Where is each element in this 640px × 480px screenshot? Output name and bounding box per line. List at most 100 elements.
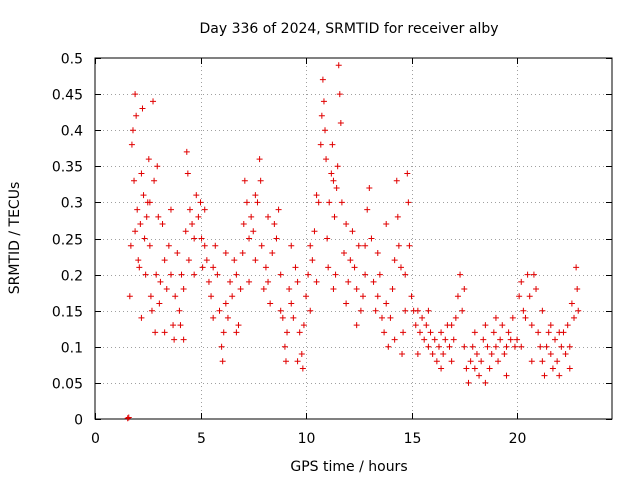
- data-point: [518, 278, 525, 285]
- data-point: [133, 112, 140, 119]
- data-point: [229, 293, 236, 300]
- data-point: [176, 307, 183, 314]
- data-point: [157, 278, 164, 285]
- data-point: [262, 264, 269, 271]
- data-point: [524, 271, 531, 278]
- plot-frame: [94, 57, 613, 420]
- data-point: [227, 278, 234, 285]
- data-point: [526, 293, 533, 300]
- data-point: [539, 307, 546, 314]
- data-point: [448, 322, 455, 329]
- data-point: [399, 351, 406, 358]
- data-point: [490, 329, 497, 336]
- data-point: [351, 264, 358, 271]
- data-point: [269, 249, 276, 256]
- data-point: [391, 257, 398, 264]
- data-point: [541, 372, 548, 379]
- data-point: [143, 213, 150, 220]
- data-point: [469, 343, 476, 350]
- data-point: [317, 141, 324, 148]
- data-point: [292, 264, 299, 271]
- data-point: [335, 62, 342, 69]
- data-point: [366, 184, 373, 191]
- data-point: [383, 300, 390, 307]
- data-point: [150, 98, 157, 105]
- y-tick-label: 0.05: [52, 377, 83, 393]
- data-point: [257, 177, 264, 184]
- data-point: [574, 286, 581, 293]
- data-point: [296, 329, 303, 336]
- data-point: [478, 358, 485, 365]
- data-point: [311, 228, 318, 235]
- y-tick-label: 0.45: [52, 88, 83, 104]
- data-point: [452, 314, 459, 321]
- data-point: [438, 329, 445, 336]
- data-point: [338, 199, 345, 206]
- data-point: [416, 329, 423, 336]
- data-point: [325, 264, 332, 271]
- data-point: [125, 414, 132, 421]
- data-point: [124, 415, 131, 422]
- data-point: [473, 351, 480, 358]
- data-point: [172, 293, 179, 300]
- data-point: [552, 336, 559, 343]
- data-point: [465, 379, 472, 386]
- y-tick-label: 0.25: [52, 233, 83, 249]
- data-point: [219, 358, 226, 365]
- data-point: [222, 300, 229, 307]
- data-point: [442, 336, 449, 343]
- data-point: [193, 192, 200, 199]
- data-point: [279, 314, 286, 321]
- data-point: [394, 213, 401, 220]
- data-point: [197, 199, 204, 206]
- data-point: [198, 235, 205, 242]
- data-point: [471, 329, 478, 336]
- data-point: [131, 177, 138, 184]
- data-point: [549, 365, 556, 372]
- data-point: [241, 177, 248, 184]
- data-point: [178, 271, 185, 278]
- data-point: [368, 235, 375, 242]
- data-point: [566, 365, 573, 372]
- data-point: [520, 307, 527, 314]
- data-point: [142, 271, 149, 278]
- data-point: [501, 351, 508, 358]
- data-point: [516, 293, 523, 300]
- data-point: [503, 343, 510, 350]
- data-point: [341, 249, 348, 256]
- data-point: [315, 199, 322, 206]
- data-point: [564, 322, 571, 329]
- data-point: [195, 213, 202, 220]
- data-point: [220, 329, 227, 336]
- y-tick-label: 0.2: [61, 269, 83, 285]
- data-point: [486, 365, 493, 372]
- data-point: [518, 343, 525, 350]
- data-point: [505, 329, 512, 336]
- data-point: [393, 177, 400, 184]
- data-point: [275, 206, 282, 213]
- data-point: [331, 213, 338, 220]
- data-point: [353, 286, 360, 293]
- data-point: [182, 228, 189, 235]
- data-point: [539, 358, 546, 365]
- data-point: [210, 314, 217, 321]
- data-point: [128, 141, 135, 148]
- x-tick-label: 15: [404, 431, 422, 447]
- data-point: [151, 177, 158, 184]
- data-point: [391, 336, 398, 343]
- data-point: [167, 271, 174, 278]
- data-point: [556, 329, 563, 336]
- data-point: [495, 358, 502, 365]
- data-point: [137, 221, 144, 228]
- data-point: [177, 322, 184, 329]
- data-point: [174, 249, 181, 256]
- data-point: [300, 322, 307, 329]
- data-point: [556, 372, 563, 379]
- data-point: [461, 343, 468, 350]
- data-point: [260, 286, 267, 293]
- data-point: [324, 235, 331, 242]
- data-point: [566, 343, 573, 350]
- data-point: [429, 351, 436, 358]
- data-point: [185, 257, 192, 264]
- data-point: [537, 343, 544, 350]
